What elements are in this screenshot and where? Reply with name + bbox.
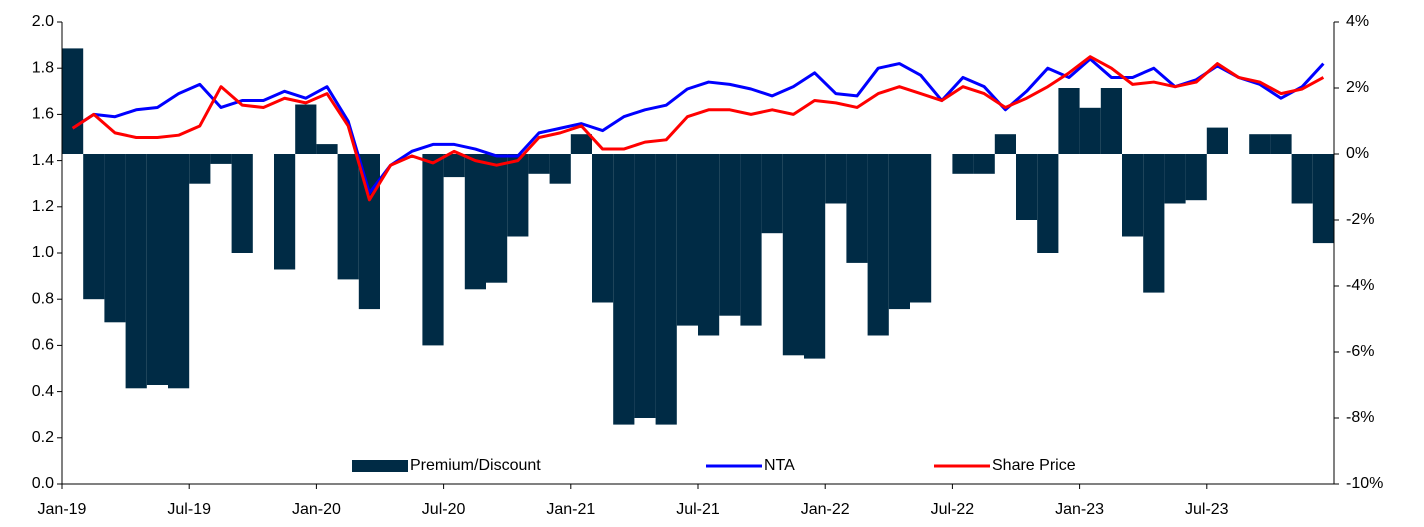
bar [613,154,635,425]
bar [1249,134,1271,154]
bar [528,154,550,174]
x-tick-label: Jan-21 [546,501,595,518]
y-tick-label: 2.0 [32,13,54,30]
bar [1291,154,1313,204]
bar [825,154,847,204]
bar [867,154,889,336]
bar [761,154,783,234]
y-tick-label: 0.6 [32,337,54,354]
x-tick-label: Jul-20 [422,501,466,518]
bar [952,154,974,174]
y-tick-label: 1.6 [32,106,54,123]
bar [210,154,232,164]
bar [1100,88,1122,154]
bar [570,134,592,154]
bar [422,154,444,346]
bar [464,154,486,290]
legend-label: Share Price [992,457,1076,474]
y-tick-label: 1.0 [32,244,54,261]
bar [1185,154,1207,201]
bar [1206,127,1228,154]
bar [486,154,508,283]
bar [1312,154,1334,244]
y2-tick-label: -4% [1346,277,1374,294]
bar [189,154,211,184]
bar [1079,107,1101,154]
bar [782,154,804,356]
bar [846,154,868,263]
y-tick-label: 0.8 [32,290,54,307]
bar [1143,154,1165,293]
x-tick-label: Jan-22 [801,501,850,518]
bar [719,154,741,316]
bar [1270,134,1292,154]
y2-tick-label: 4% [1346,13,1369,30]
x-tick-label: Jul-23 [1185,501,1229,518]
bar [910,154,932,303]
bar [655,154,677,425]
line [71,55,1325,202]
bar [146,154,168,385]
bar [634,154,656,418]
line [71,57,1325,195]
y-tick-label: 0.4 [32,383,54,400]
bar [676,154,698,326]
y2-tick-label: -2% [1346,211,1374,228]
y-tick-label: 1.8 [32,59,54,76]
legend-label: Premium/Discount [410,457,541,474]
x-tick-label: Jan-20 [292,501,341,518]
x-tick-label: Jul-22 [931,501,975,518]
bar [888,154,910,310]
x-tick-label: Jul-19 [167,501,211,518]
y-tick-label: 1.4 [32,152,54,169]
bar [1037,154,1059,253]
legend-label: NTA [764,457,795,474]
bar [804,154,826,359]
bar [337,154,359,280]
bar [740,154,762,326]
y2-tick-label: -6% [1346,343,1374,360]
bar [973,154,995,174]
bar [698,154,720,336]
bar [1016,154,1038,220]
x-tick-label: Jan-23 [1055,501,1104,518]
y-tick-label: 1.2 [32,198,54,215]
bar [295,104,317,154]
y-tick-label: 0.0 [32,475,54,492]
x-tick-label: Jul-21 [676,501,720,518]
bar [994,134,1016,154]
bar [1164,154,1186,204]
bar [549,154,571,184]
y2-tick-label: 2% [1346,79,1369,96]
y2-tick-label: 0% [1346,145,1369,162]
bar [443,154,465,178]
bar [83,154,105,300]
y-tick-label: 0.2 [32,429,54,446]
bar [62,48,84,154]
y2-tick-label: -8% [1346,409,1374,426]
bar [168,154,190,389]
legend-swatch [352,460,408,472]
bar [125,154,147,389]
bar [104,154,126,323]
y2-tick-label: -10% [1346,475,1383,492]
bar [316,144,338,154]
bar [231,154,253,253]
bar [274,154,296,270]
bar [507,154,529,237]
bar [592,154,614,303]
bar [1122,154,1144,237]
x-tick-label: Jan-19 [38,501,87,518]
bar [1058,88,1080,154]
